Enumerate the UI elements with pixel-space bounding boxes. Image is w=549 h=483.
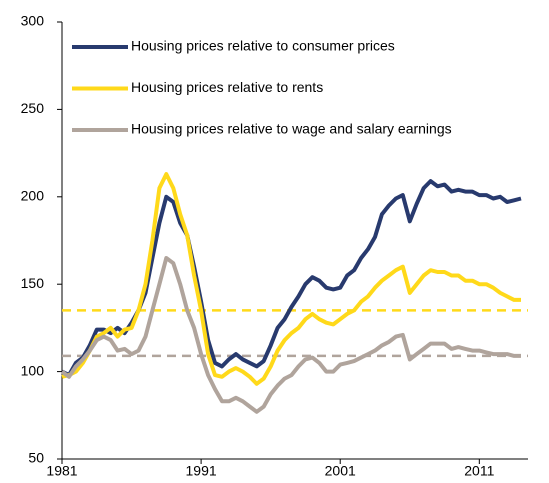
- x-tick-label: 1991: [186, 463, 217, 478]
- y-tick-label: 200: [21, 188, 45, 204]
- y-tick-label: 250: [21, 100, 45, 116]
- series-line: [61, 172, 521, 386]
- series-line: [61, 179, 522, 378]
- y-tick-label: 50: [28, 450, 44, 466]
- legend-label: Housing prices relative to rents: [131, 79, 323, 95]
- x-tick-label: 1981: [46, 463, 77, 478]
- x-tick-label: 2011: [464, 463, 494, 478]
- legend-label: Housing prices relative to wage and sala…: [131, 121, 452, 137]
- x-tick-label: 2001: [325, 463, 356, 478]
- y-tick-label: 300: [21, 13, 45, 29]
- legend-label: Housing prices relative to consumer pric…: [131, 38, 395, 54]
- y-tick-label: 100: [21, 362, 45, 378]
- series-line: [60, 256, 521, 414]
- y-tick-label: 150: [21, 275, 45, 291]
